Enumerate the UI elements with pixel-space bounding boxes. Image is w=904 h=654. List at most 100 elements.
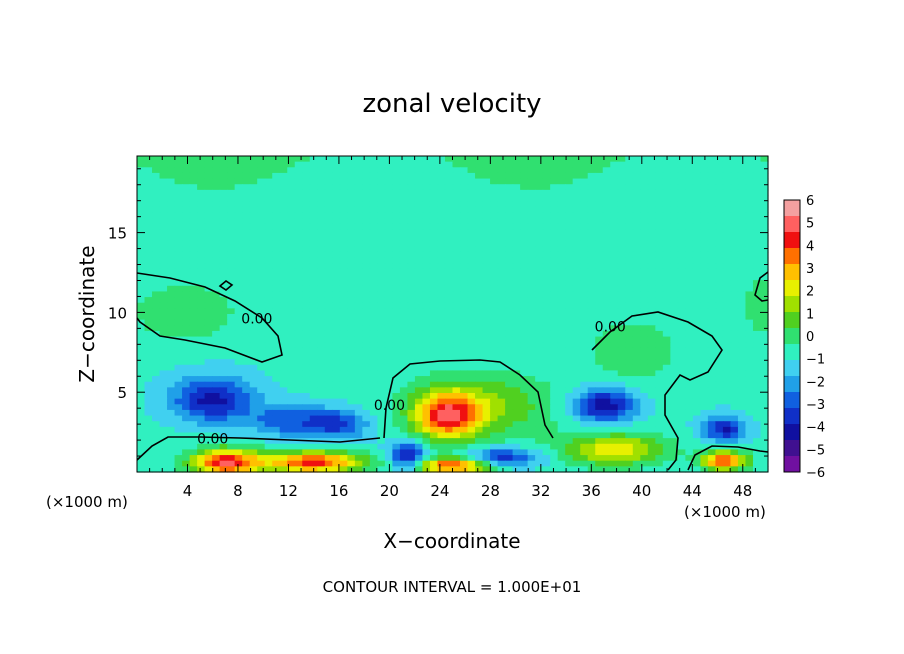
heatmap-cell xyxy=(572,432,581,439)
heatmap-cell xyxy=(692,274,701,281)
heatmap-cell xyxy=(302,167,311,174)
heatmap-cell xyxy=(730,398,739,405)
heatmap-cell xyxy=(700,212,709,219)
heatmap-cell xyxy=(475,432,484,439)
heatmap-cell xyxy=(152,364,161,372)
heatmap-cell xyxy=(204,223,213,230)
heatmap-cell xyxy=(422,172,431,180)
heatmap-cell xyxy=(242,314,251,321)
heatmap-cell xyxy=(655,330,664,338)
heatmap-cell xyxy=(475,438,484,445)
heatmap-cell xyxy=(617,347,626,355)
heatmap-cell xyxy=(204,381,213,388)
heatmap-cell xyxy=(257,161,266,168)
heatmap-cell xyxy=(655,347,664,355)
heatmap-cell xyxy=(685,268,694,276)
heatmap-cell xyxy=(407,426,416,434)
heatmap-cell xyxy=(399,235,409,242)
heatmap-cell xyxy=(332,189,341,197)
heatmap-cell xyxy=(715,376,724,383)
heatmap-cell xyxy=(429,393,439,400)
heatmap-cell xyxy=(377,347,386,355)
heatmap-cell xyxy=(302,302,311,309)
heatmap-cell xyxy=(655,184,664,191)
heatmap-cell xyxy=(287,398,296,405)
heatmap-cell xyxy=(602,297,611,304)
heatmap-cell xyxy=(407,376,416,383)
heatmap-cell xyxy=(309,302,318,309)
heatmap-cell xyxy=(745,206,754,214)
heatmap-cell xyxy=(332,257,341,264)
heatmap-cell xyxy=(527,172,536,180)
heatmap-cell xyxy=(384,455,393,462)
heatmap-cell xyxy=(264,291,273,298)
heatmap-cell xyxy=(429,285,439,293)
heatmap-cell xyxy=(152,404,161,411)
heatmap-cell xyxy=(197,376,206,383)
heatmap-cell xyxy=(302,246,311,253)
heatmap-cell xyxy=(460,381,469,388)
heatmap-cell xyxy=(234,449,243,456)
heatmap-cell xyxy=(490,274,499,281)
heatmap-cell xyxy=(670,246,679,253)
heatmap-cell xyxy=(452,195,461,202)
heatmap-cell xyxy=(632,212,641,219)
heatmap-cell xyxy=(580,370,589,377)
heatmap-cell xyxy=(264,421,273,428)
heatmap-cell xyxy=(610,438,619,445)
heatmap-cell xyxy=(444,443,454,451)
heatmap-cell xyxy=(565,325,574,332)
heatmap-cell xyxy=(167,251,176,259)
heatmap-cell xyxy=(279,443,288,451)
heatmap-cell xyxy=(550,325,559,332)
heatmap-cell xyxy=(745,285,754,293)
heatmap-cell xyxy=(452,325,461,332)
heatmap-cell xyxy=(204,268,213,276)
heatmap-cell xyxy=(212,263,221,270)
heatmap-cell xyxy=(137,393,146,400)
heatmap-cell xyxy=(647,257,656,264)
heatmap-cell xyxy=(670,393,679,400)
heatmap-cell xyxy=(167,167,176,174)
heatmap-cell xyxy=(377,285,386,293)
heatmap-cell xyxy=(324,297,333,304)
heatmap-cell xyxy=(602,336,611,343)
heatmap-cell xyxy=(309,443,318,451)
heatmap-cell xyxy=(182,161,191,168)
heatmap-cell xyxy=(610,263,619,270)
heatmap-cell xyxy=(429,415,439,422)
heatmap-cell xyxy=(512,466,521,473)
heatmap-cell xyxy=(512,223,521,230)
heatmap-cell xyxy=(242,212,251,219)
heatmap-cell xyxy=(752,432,762,439)
heatmap-cell xyxy=(392,218,401,225)
heatmap-cell xyxy=(542,240,551,247)
heatmap-cell xyxy=(512,240,521,247)
heatmap-cell xyxy=(414,274,424,281)
heatmap-cell xyxy=(505,347,514,355)
heatmap-cell xyxy=(482,432,491,439)
heatmap-cell xyxy=(482,426,491,434)
heatmap-cell xyxy=(572,443,581,451)
heatmap-cell xyxy=(745,263,754,270)
heatmap-cell xyxy=(302,297,311,304)
heatmap-cell xyxy=(227,235,236,242)
heatmap-cell xyxy=(572,438,581,445)
heatmap-cell xyxy=(647,178,656,185)
heatmap-cell xyxy=(527,274,536,281)
heatmap-cell xyxy=(730,280,739,287)
heatmap-cell xyxy=(354,319,363,326)
heatmap-cell xyxy=(707,426,717,434)
heatmap-cell xyxy=(475,347,484,355)
heatmap-cell xyxy=(384,223,393,230)
heatmap-cell xyxy=(279,342,288,349)
heatmap-cell xyxy=(685,285,694,293)
heatmap-cell xyxy=(692,218,701,225)
heatmap-cell xyxy=(264,449,273,456)
heatmap-cell xyxy=(437,455,446,462)
heatmap-cell xyxy=(332,460,341,467)
heatmap-cell xyxy=(407,251,416,259)
heatmap-cell xyxy=(587,212,596,219)
heatmap-cell xyxy=(422,263,431,270)
heatmap-cell xyxy=(212,314,221,321)
